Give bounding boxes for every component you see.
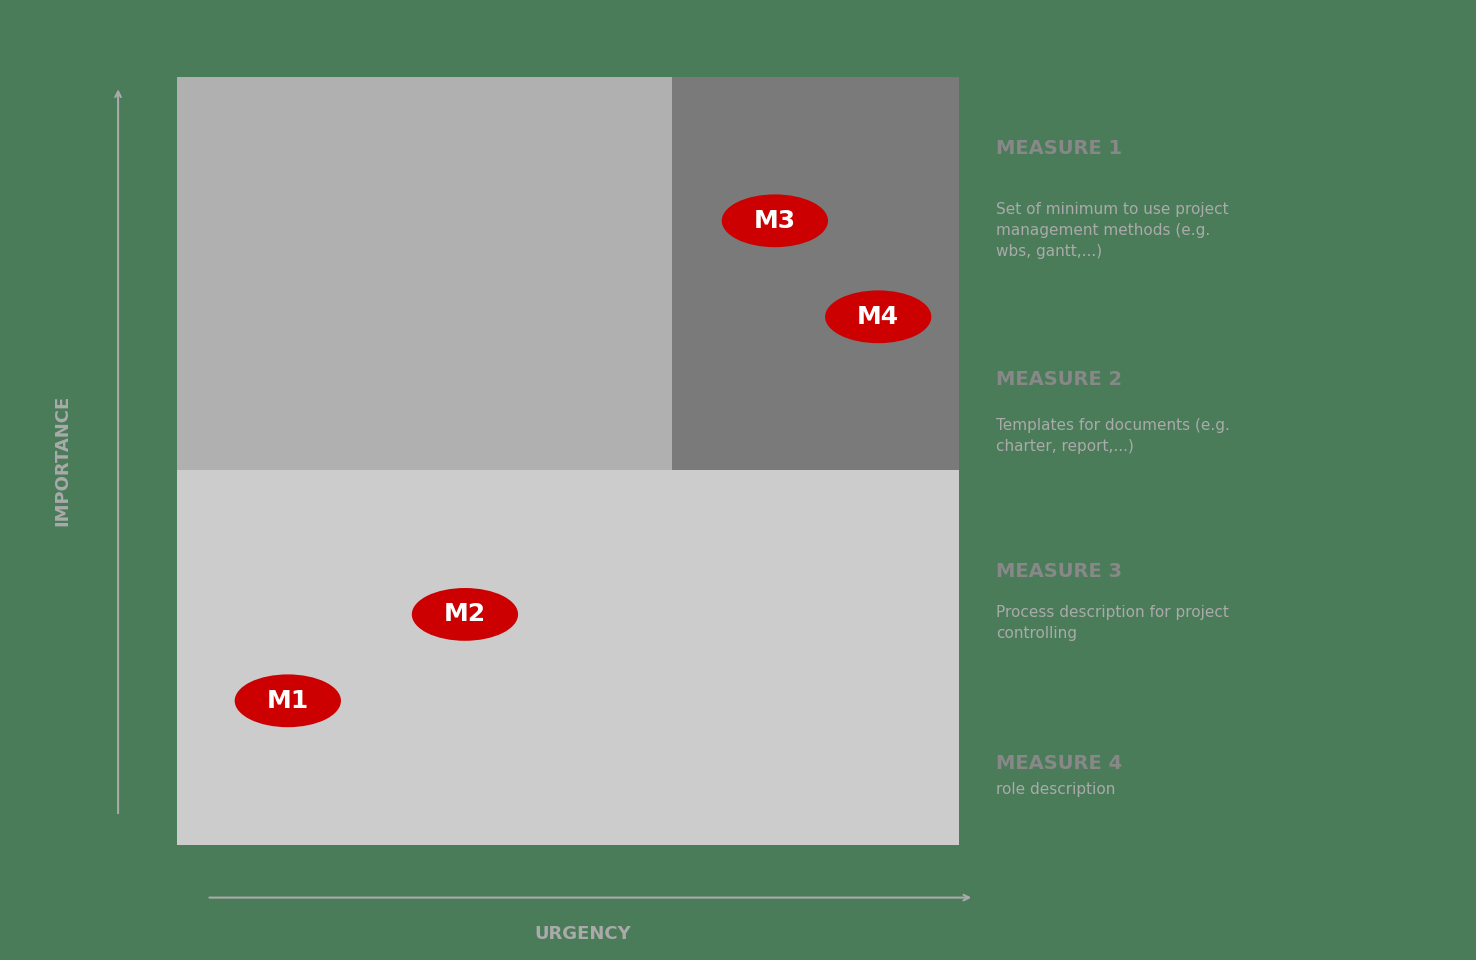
Text: M2: M2 xyxy=(444,603,486,627)
Text: M4: M4 xyxy=(858,305,899,328)
Ellipse shape xyxy=(412,588,518,641)
Bar xyxy=(672,470,959,845)
Bar xyxy=(177,470,672,845)
Text: URGENCY: URGENCY xyxy=(534,925,632,943)
Text: MEASURE 3: MEASURE 3 xyxy=(996,562,1122,581)
Bar xyxy=(672,77,959,470)
Bar xyxy=(177,77,672,470)
Ellipse shape xyxy=(235,674,341,728)
Text: role description: role description xyxy=(996,782,1116,798)
Ellipse shape xyxy=(722,194,828,247)
Text: MEASURE 4: MEASURE 4 xyxy=(996,754,1122,773)
Text: M1: M1 xyxy=(267,689,308,712)
Ellipse shape xyxy=(825,290,931,343)
Text: Templates for documents (e.g.
charter, report,...): Templates for documents (e.g. charter, r… xyxy=(996,418,1230,454)
Text: Process description for project
controlling: Process description for project controll… xyxy=(996,605,1230,641)
Text: Set of minimum to use project
management methods (e.g.
wbs, gantt,...): Set of minimum to use project management… xyxy=(996,202,1230,258)
Text: MEASURE 2: MEASURE 2 xyxy=(996,370,1122,389)
Text: M3: M3 xyxy=(754,208,796,232)
Text: MEASURE 1: MEASURE 1 xyxy=(996,139,1122,158)
Text: IMPORTANCE: IMPORTANCE xyxy=(53,396,71,526)
